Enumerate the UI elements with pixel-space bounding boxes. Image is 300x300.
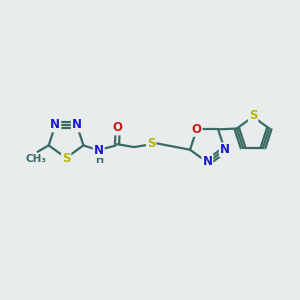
Text: H: H (95, 155, 103, 165)
Text: N: N (220, 143, 230, 156)
Text: O: O (192, 123, 202, 136)
Text: S: S (249, 109, 257, 122)
Text: CH₃: CH₃ (26, 154, 46, 164)
Text: N: N (202, 155, 212, 168)
Text: S: S (147, 137, 155, 150)
Text: S: S (62, 152, 70, 165)
Text: O: O (112, 122, 123, 134)
Text: N: N (50, 118, 60, 131)
Text: N: N (72, 118, 82, 131)
Text: N: N (94, 144, 104, 157)
